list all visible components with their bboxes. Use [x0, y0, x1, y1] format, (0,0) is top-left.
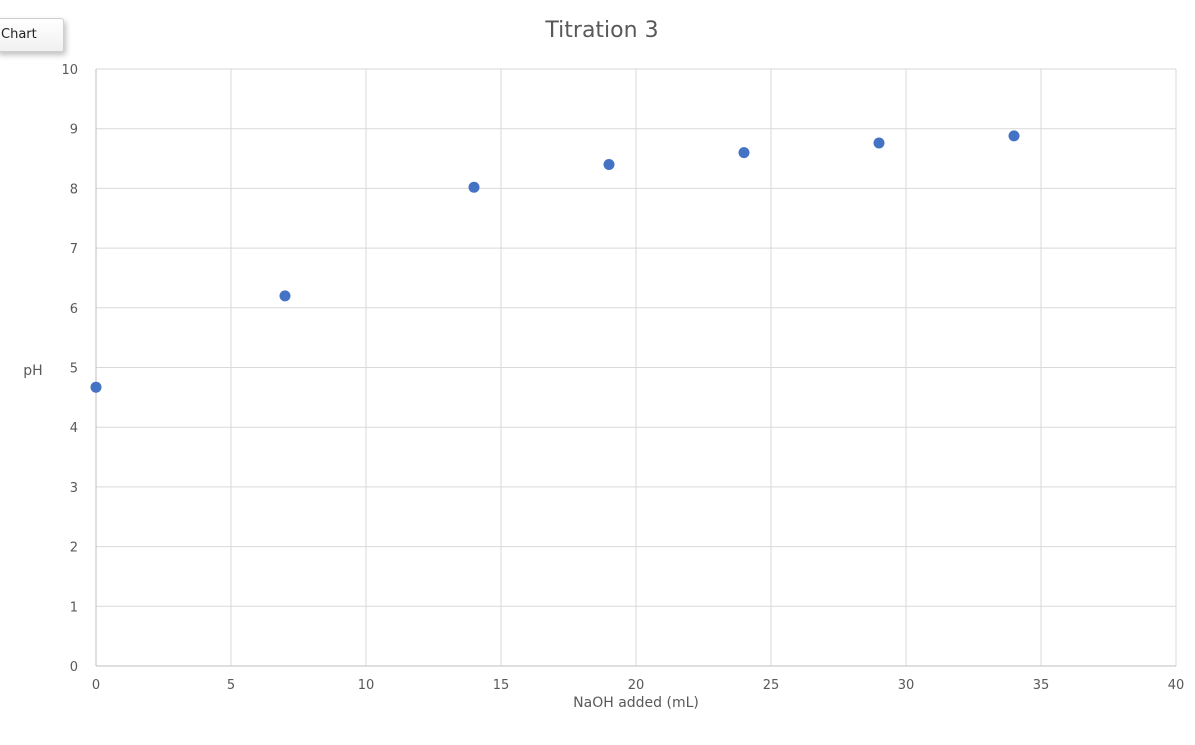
y-axis-label: pH [23, 363, 42, 379]
y-tick-label: 7 [70, 242, 78, 257]
data-point [1008, 130, 1020, 142]
x-tick-label: 0 [92, 678, 100, 693]
data-point [873, 137, 885, 149]
y-tick-label: 3 [70, 481, 78, 496]
y-tick-label: 4 [70, 421, 78, 436]
x-tick-label: 10 [358, 678, 375, 693]
y-tick-label: 5 [70, 362, 78, 377]
y-tick-label: 1 [70, 600, 78, 615]
data-points [90, 130, 1020, 393]
y-tick-label: 8 [70, 182, 78, 197]
x-tick-label: 15 [493, 678, 510, 693]
gridlines [96, 68, 1177, 666]
tick-labels: 0 5 10 15 20 25 30 35 40 0 1 2 3 4 5 6 7 8 9 10 [61, 63, 1184, 693]
x-axis-label: NaOH added (mL) [573, 695, 699, 711]
chart-title: Titration 3 [544, 18, 658, 43]
y-tick-label: 10 [61, 63, 78, 78]
y-tick-label: 9 [70, 123, 78, 138]
chart-tab[interactable]: Chart [0, 18, 64, 52]
x-tick-label: 25 [763, 678, 780, 693]
data-point [738, 147, 750, 159]
data-point [90, 381, 102, 393]
data-point [468, 181, 480, 193]
x-tick-label: 20 [628, 678, 645, 693]
y-tick-label: 0 [70, 660, 78, 675]
data-point [279, 290, 291, 302]
data-point [603, 159, 615, 171]
x-tick-label: 35 [1033, 678, 1050, 693]
x-tick-label: 30 [898, 678, 915, 693]
x-tick-label: 40 [1168, 678, 1185, 693]
axes [95, 69, 1176, 667]
y-tick-label: 6 [70, 302, 78, 317]
x-tick-label: 5 [227, 678, 235, 693]
y-tick-label: 2 [70, 541, 78, 556]
